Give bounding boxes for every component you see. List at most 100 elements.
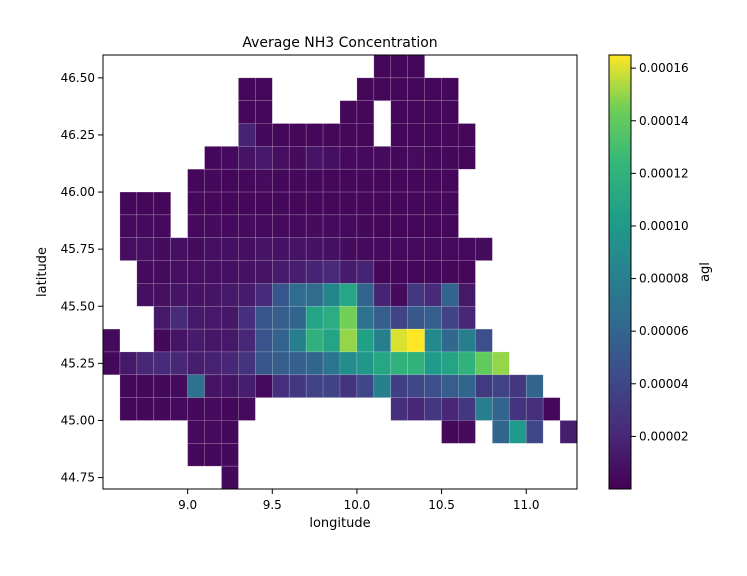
heatmap-cell (322, 374, 341, 398)
heatmap-cell (407, 146, 425, 170)
heatmap-cell (136, 237, 155, 261)
heatmap-cell (373, 283, 392, 307)
heatmap-cell (255, 100, 273, 124)
y-tick-label: 46.50 (61, 71, 95, 85)
y-tick-label: 45.25 (61, 356, 95, 370)
heatmap-cell (424, 328, 442, 353)
heatmap-cell (271, 260, 290, 284)
heatmap-cell (407, 191, 425, 216)
heatmap-cell (390, 77, 409, 101)
heatmap-cell (136, 351, 155, 376)
heatmap-cell (271, 237, 290, 261)
heatmap-cell (204, 397, 222, 421)
heatmap-cell (204, 305, 222, 330)
heatmap-cell (204, 351, 222, 376)
heatmap-cell (187, 397, 205, 421)
heatmap-cell (170, 397, 188, 421)
heatmap-cell (441, 237, 459, 261)
heatmap-cell (356, 260, 375, 284)
heatmap-cell (255, 123, 273, 147)
heatmap-cell (136, 260, 155, 284)
y-tick-label: 46.25 (61, 128, 95, 142)
heatmap-cell (441, 420, 459, 444)
heatmap-cell (492, 397, 510, 421)
heatmap-cell (136, 283, 155, 307)
heatmap-cell (339, 123, 358, 147)
y-tick-label: 46.00 (61, 185, 95, 199)
heatmap-cell (305, 328, 324, 353)
heatmap-cell (305, 237, 324, 261)
heatmap-cell (153, 374, 172, 398)
heatmap-cell (475, 351, 493, 376)
heatmap-cell (322, 351, 341, 376)
heatmap-cell (187, 351, 205, 376)
heatmap-cell (373, 374, 392, 398)
heatmap-cell (204, 328, 222, 353)
heatmap-cell (441, 260, 459, 284)
heatmap-cell (238, 168, 256, 193)
heatmap-cell (441, 374, 459, 398)
heatmap-cell (136, 191, 155, 216)
heatmap-cell (407, 54, 425, 79)
heatmap-cell (288, 168, 307, 193)
heatmap-cell (255, 77, 273, 101)
heatmap-cell (525, 420, 544, 444)
heatmap-cell (458, 397, 476, 421)
heatmap-cell (356, 168, 375, 193)
heatmap-cell (441, 328, 459, 353)
y-axis-label: latitude (35, 247, 50, 297)
heatmap-cell (119, 374, 138, 398)
heatmap-cell (153, 351, 172, 376)
heatmap-cell (119, 397, 138, 421)
heatmap-cell (441, 123, 459, 147)
heatmap-cell (187, 420, 205, 444)
heatmap-cell (204, 420, 222, 444)
heatmap-cell (339, 214, 358, 239)
heatmap-cell (221, 465, 239, 490)
heatmap-cell (221, 397, 239, 421)
heatmap-cell (508, 397, 527, 421)
heatmap-cell (170, 374, 188, 398)
y-tick-label: 45.00 (61, 413, 95, 427)
heatmap-cell (187, 305, 205, 330)
heatmap-cell (407, 237, 425, 261)
heatmap-cell (356, 191, 375, 216)
heatmap-cell (255, 328, 273, 353)
heatmap-cell (187, 168, 205, 193)
heatmap-cell (221, 351, 239, 376)
heatmap-cell (238, 328, 256, 353)
heatmap-cell (238, 305, 256, 330)
x-tick-label: 11.0 (513, 498, 540, 512)
colorbar-tick-label: 0.00004 (639, 377, 689, 391)
heatmap-cell (373, 77, 392, 101)
heatmap-cell (255, 168, 273, 193)
heatmap-cell (153, 191, 172, 216)
heatmap-cell (255, 260, 273, 284)
heatmap-cell (356, 77, 375, 101)
heatmap-cell (255, 374, 273, 398)
heatmap-cell (221, 305, 239, 330)
heatmap-cell (187, 191, 205, 216)
heatmap-cell (373, 214, 392, 239)
heatmap-cell (204, 237, 222, 261)
heatmap-cell (305, 374, 324, 398)
heatmap-cell (441, 397, 459, 421)
y-tick-label: 45.75 (61, 242, 95, 256)
heatmap-cell (508, 420, 527, 444)
heatmap-cell (119, 191, 138, 216)
heatmap-cell (288, 260, 307, 284)
heatmap-cell (373, 305, 392, 330)
heatmap-cell (390, 305, 409, 330)
heatmap-cell (305, 123, 324, 147)
heatmap-cell (187, 443, 205, 467)
heatmap-cell (458, 237, 476, 261)
heatmap-cell (525, 397, 544, 421)
heatmap-cell (102, 328, 121, 353)
heatmap-cell (508, 374, 527, 398)
colorbar-tick-label: 0.00006 (639, 324, 689, 338)
heatmap-cell (187, 214, 205, 239)
heatmap-cell (187, 374, 205, 398)
heatmap-cell (204, 214, 222, 239)
colorbar-tick-label: 0.00016 (639, 61, 689, 75)
